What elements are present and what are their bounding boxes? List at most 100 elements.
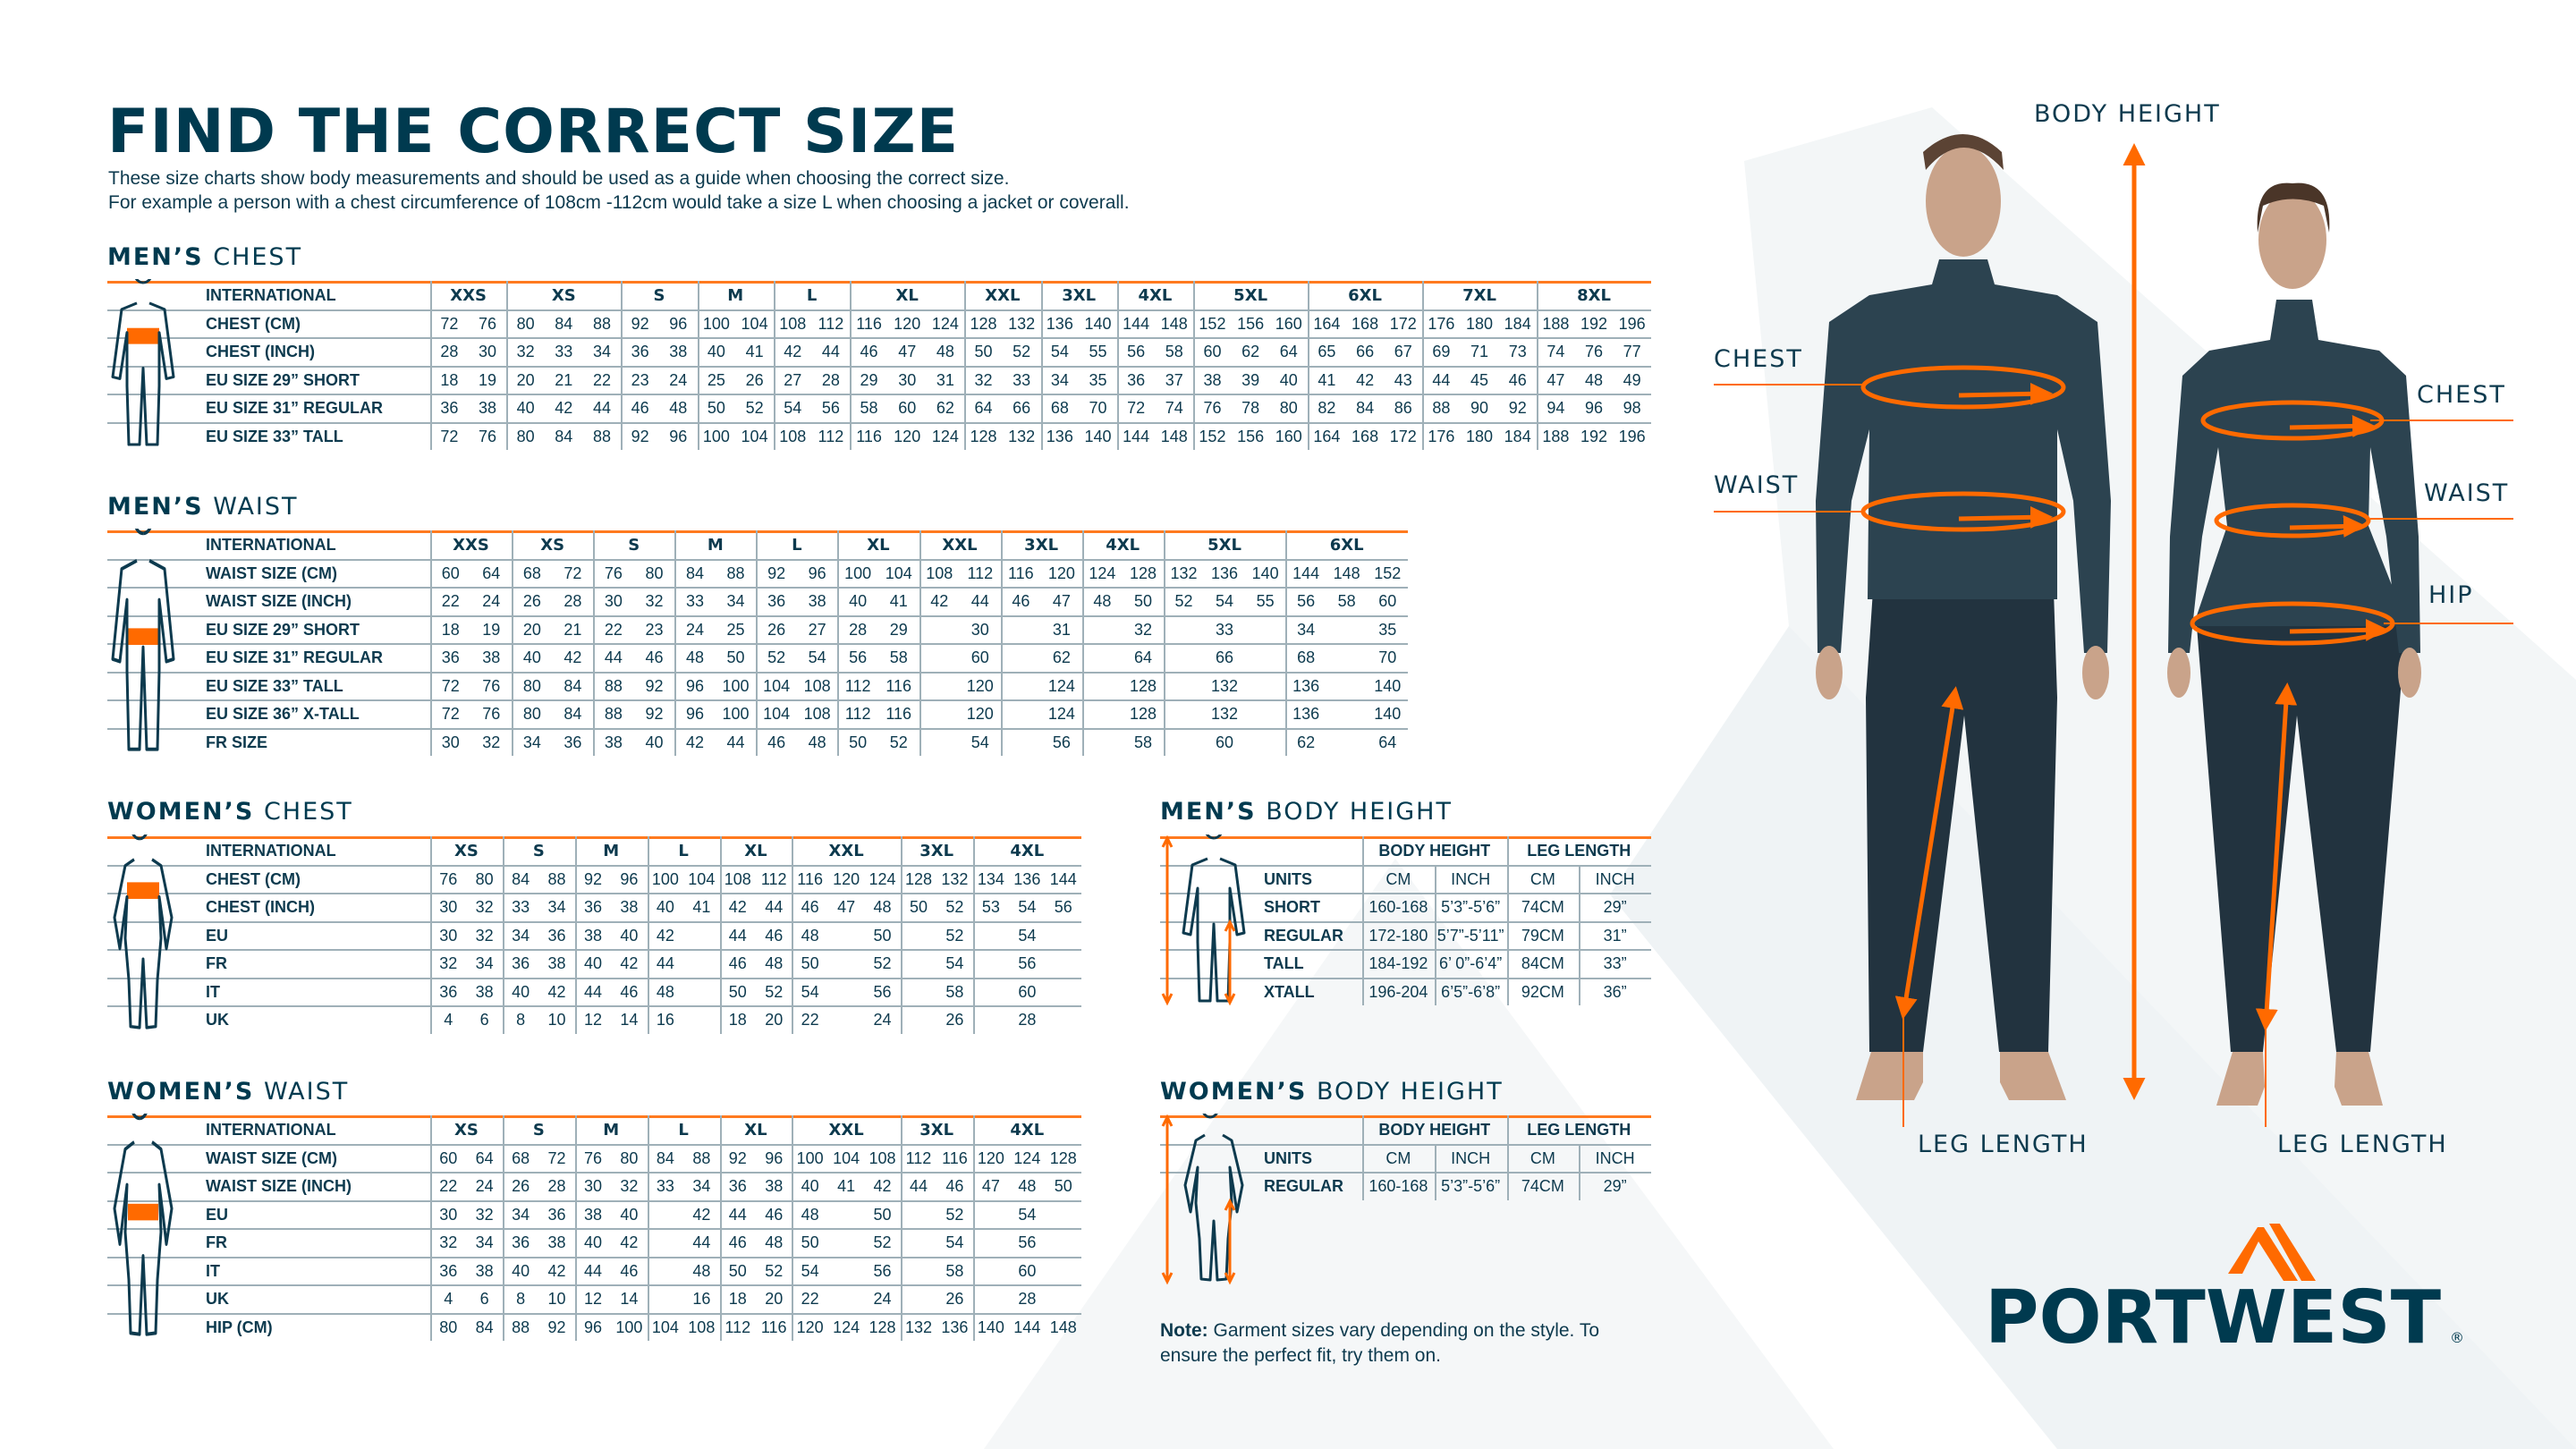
row-label: CHEST (CM) [206, 869, 301, 888]
table-cell: 68 [512, 1148, 530, 1167]
column-divider [756, 530, 758, 756]
table-cell: 36 [583, 898, 602, 916]
table-cell: 6 [479, 1011, 489, 1029]
table-cell: 72 [1127, 399, 1146, 417]
table-cell: 116 [856, 427, 882, 445]
column-divider [719, 1115, 722, 1341]
table-cell: 148 [1333, 564, 1360, 582]
table-cell: 44 [604, 648, 623, 666]
size-header: L [678, 842, 689, 860]
table-cell: 96 [583, 1318, 602, 1336]
table-cell: 32 [475, 926, 494, 945]
table-cell: 52 [873, 1233, 892, 1251]
table-cell: 96 [808, 564, 826, 582]
table-cell: 50 [974, 343, 993, 360]
table-cell: 52 [873, 954, 892, 972]
table-cell: 58 [945, 982, 964, 1001]
table-cell: 49 [1623, 370, 1641, 389]
column-divider [502, 1115, 504, 1341]
table-cell: 52 [889, 733, 908, 751]
table-cell: 33” [1603, 954, 1627, 972]
table-cell: 176 [1428, 314, 1455, 333]
table-cell: 72 [441, 705, 460, 723]
row-divider [107, 1199, 1081, 1202]
table-top-rule [107, 836, 1081, 839]
table-cell: 29 [889, 620, 908, 639]
row-label: EU SIZE 29” SHORT [206, 620, 360, 639]
table-cell: 72 [440, 314, 459, 333]
row-divider [107, 1256, 1081, 1258]
table-cell: 56 [1018, 954, 1037, 972]
table-cell: 100 [796, 1148, 824, 1167]
table-cell: 32 [620, 1177, 639, 1195]
table-cell: 29” [1603, 1177, 1627, 1195]
table-cell: 72 [564, 564, 582, 582]
table-cell: 48 [801, 926, 819, 945]
table-cell: 180 [1466, 314, 1494, 333]
table-cell: 56 [1297, 592, 1316, 610]
table-cell: 112 [724, 1318, 751, 1336]
table-cell: 30 [439, 1205, 458, 1224]
table-cell: 54 [1018, 926, 1037, 945]
table-cell: 38 [669, 343, 688, 360]
table-cell: 69 [1432, 343, 1451, 360]
page-title: FIND THE CORRECT SIZE [107, 97, 960, 167]
size-header: 6XL [1348, 286, 1383, 305]
table-cell: 27 [784, 370, 802, 389]
table-cell: 46 [728, 1233, 747, 1251]
table-cell: 136 [1013, 869, 1041, 888]
table-cell: 48 [686, 648, 705, 666]
table-cell: 172 [1389, 314, 1417, 333]
table-cell: 40 [583, 1233, 602, 1251]
table-cell: 23 [645, 620, 664, 639]
table-cell: 148 [1160, 314, 1188, 333]
table-cell: 47 [898, 343, 917, 360]
table-cell: 28 [440, 343, 459, 360]
table-cell: 29 [860, 370, 878, 389]
table-cell: 64 [1279, 343, 1298, 360]
table-cell: 52 [945, 926, 964, 945]
table-cell: 54 [801, 1261, 819, 1280]
table-cell: 84 [475, 1318, 494, 1336]
column-divider [697, 281, 699, 450]
table-cell: 38 [547, 1233, 566, 1251]
table-cell: 56 [873, 982, 892, 1001]
size-header: XL [744, 842, 767, 860]
size-header: S [628, 536, 640, 555]
measurement-arrows [1860, 143, 2395, 1100]
table-cell: 84 [555, 314, 573, 333]
row-divider [107, 949, 1081, 951]
table-cell: 30 [604, 592, 623, 610]
table-cell: 132 [1008, 314, 1036, 333]
table-cell: 88 [604, 676, 623, 695]
table-cell: 88 [726, 564, 745, 582]
table-cell: 42 [930, 592, 949, 610]
table-cell: INCH [1451, 869, 1491, 888]
table-cell: 8 [516, 1290, 526, 1308]
table-cell: 38 [475, 1261, 494, 1280]
table-cell: 124 [1047, 705, 1075, 723]
column-divider [919, 530, 921, 756]
table-cell: 134 [977, 869, 1004, 888]
table-cell: 30 [970, 620, 989, 639]
table-cell: 132 [1008, 427, 1036, 445]
table-cell: 84 [512, 869, 530, 888]
table-cell: 19 [478, 370, 496, 389]
table-cell: 100 [722, 676, 750, 695]
table-cell: 144 [1123, 427, 1150, 445]
table-cell: 116 [942, 1148, 968, 1167]
table-cell: 36 [631, 343, 649, 360]
male-figure-height-icon [1161, 835, 1246, 1006]
table-cell: 56 [849, 648, 868, 666]
table-cell: 62 [1241, 343, 1260, 360]
womens-chest-heading: WOMEN’S CHEST [107, 798, 353, 826]
column-divider [1116, 281, 1119, 450]
column-divider [1081, 530, 1084, 756]
table-cell: 120 [977, 1148, 1004, 1167]
table-cell: 184 [1504, 314, 1531, 333]
table-cell: 34 [547, 898, 566, 916]
row-label: FR [206, 1233, 227, 1251]
table-cell: 96 [686, 705, 705, 723]
table-cell: 36 [439, 1261, 458, 1280]
table-cell: 36 [512, 1233, 530, 1251]
